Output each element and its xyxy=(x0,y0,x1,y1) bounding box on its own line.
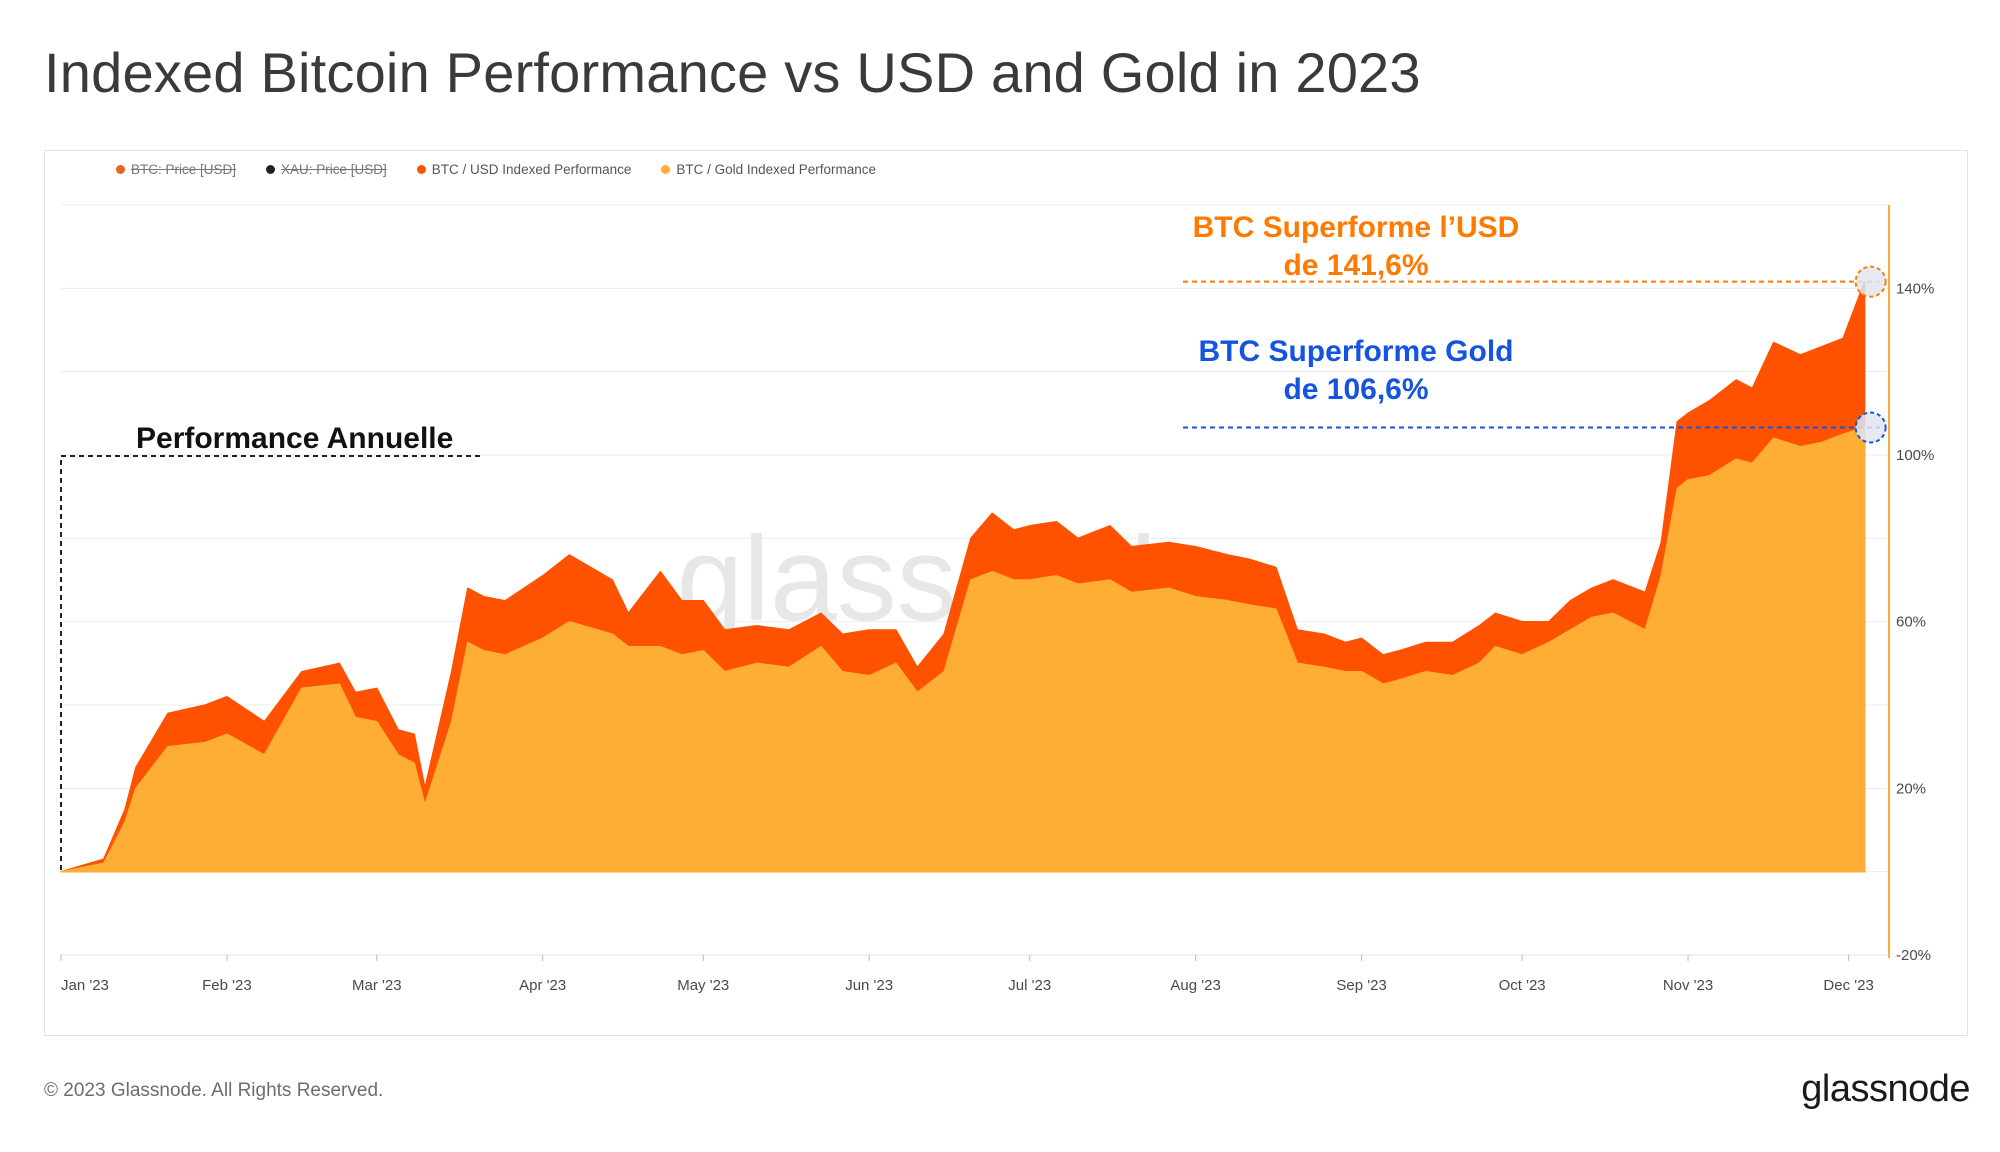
annual-bracket xyxy=(60,455,480,870)
usd-annotation-line2: de 141,6% xyxy=(1283,249,1428,282)
gold-annotation-line1: BTC Superforme Gold xyxy=(1198,335,1513,368)
chart-series xyxy=(60,280,1866,873)
y-tick-label: 100% xyxy=(1896,447,1934,464)
gold-highlight-marker xyxy=(1854,411,1887,444)
x-tick-label: May '23 xyxy=(677,977,729,994)
legend-label: BTC: Price [USD] xyxy=(131,162,237,177)
chart-legend: BTC: Price [USD] XAU: Price [USD] BTC / … xyxy=(116,162,876,177)
usd-highlight-marker xyxy=(1854,265,1887,298)
annual-performance-label: Performance Annuelle xyxy=(136,422,453,455)
chart-panel xyxy=(44,150,1968,1036)
x-tick-label: Oct '23 xyxy=(1499,977,1546,994)
usd-annotation-line1: BTC Superforme l’USD xyxy=(1193,211,1520,244)
x-tick-label: Dec '23 xyxy=(1823,977,1873,994)
legend-item-btc-gold[interactable]: BTC / Gold Indexed Performance xyxy=(661,162,876,177)
x-tick-label: Jan '23 xyxy=(61,977,109,994)
x-tick-label: Mar '23 xyxy=(352,977,402,994)
copyright-text: © 2023 Glassnode. All Rights Reserved. xyxy=(44,1080,384,1101)
legend-item-btc-price[interactable]: BTC: Price [USD] xyxy=(116,162,236,177)
legend-dot-icon xyxy=(661,165,671,174)
y-tick-label: 20% xyxy=(1896,780,1926,797)
page-title: Indexed Bitcoin Performance vs USD and G… xyxy=(44,41,1421,104)
x-tick-label: Aug '23 xyxy=(1170,977,1220,994)
legend-label: XAU: Price [USD] xyxy=(281,162,387,177)
x-tick-label: Feb '23 xyxy=(202,977,252,994)
legend-dot-icon xyxy=(116,165,125,174)
gold-annotation-line2: de 106,6% xyxy=(1283,373,1428,406)
legend-dot-icon xyxy=(416,165,426,174)
btc-gold-area xyxy=(60,426,1866,873)
x-tick-label: Apr '23 xyxy=(519,977,566,994)
legend-label: BTC / USD Indexed Performance xyxy=(431,162,632,177)
y-tick-label: 60% xyxy=(1896,614,1926,631)
y-tick-label: 140% xyxy=(1896,280,1934,297)
y-tick-label: -20% xyxy=(1896,947,1931,964)
legend-item-btc-usd[interactable]: BTC / USD Indexed Performance xyxy=(416,162,632,177)
brand-logo: glassnode xyxy=(1801,1068,1970,1110)
legend-label: BTC / Gold Indexed Performance xyxy=(676,162,876,177)
x-tick-label: Nov '23 xyxy=(1663,977,1713,994)
x-axis: Jan '23 Feb '23 Mar '23 Apr '23 May '23 Jun '… xyxy=(60,955,1874,994)
legend-item-xau-price[interactable]: XAU: Price [USD] xyxy=(266,162,387,177)
x-tick-label: Sep '23 xyxy=(1336,977,1386,994)
legend-dot-icon xyxy=(266,165,276,174)
x-tick-label: Jul '23 xyxy=(1008,977,1051,994)
x-tick-label: Jun '23 xyxy=(845,977,893,994)
y-axis: -20% 20% 60% 100% 140% xyxy=(1896,280,1934,964)
